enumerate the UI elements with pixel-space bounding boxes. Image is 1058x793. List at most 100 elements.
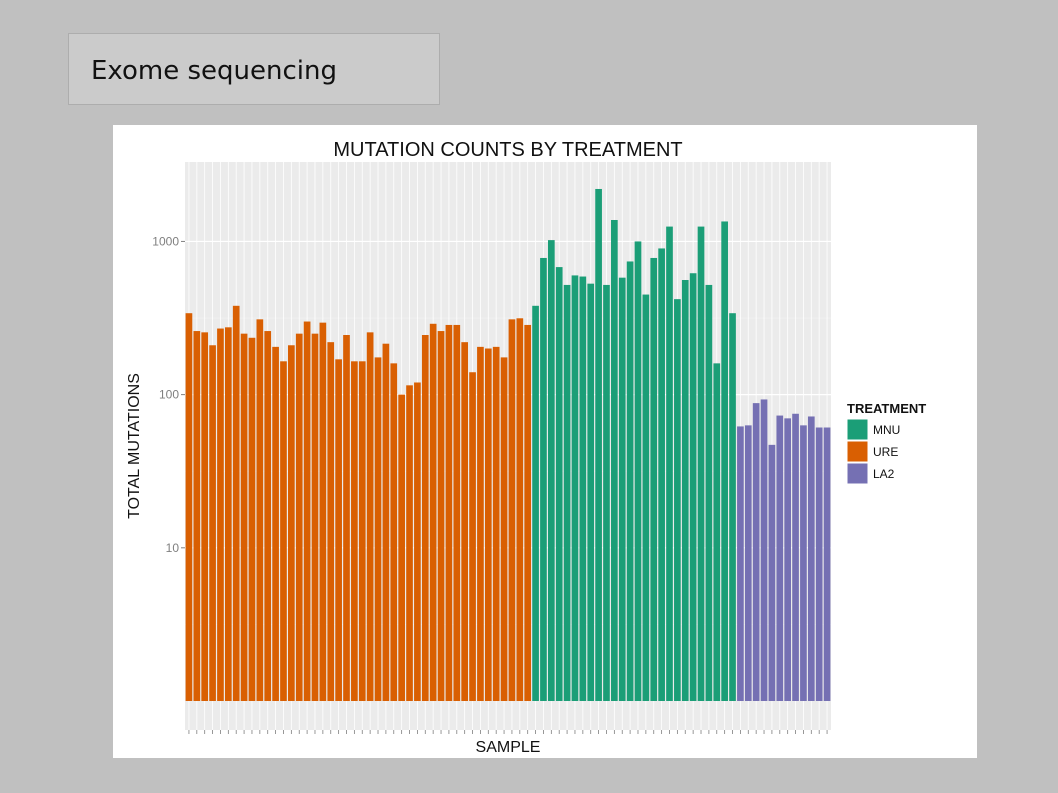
bar xyxy=(595,188,602,702)
bar xyxy=(508,319,516,701)
legend-title: TREATMENT xyxy=(847,401,926,416)
bar xyxy=(815,427,823,701)
bar xyxy=(248,337,256,701)
bar xyxy=(666,226,673,701)
bar xyxy=(579,276,587,701)
bar xyxy=(792,413,799,701)
bar xyxy=(429,323,437,701)
bar xyxy=(823,427,831,701)
legend-label: URE xyxy=(873,445,898,459)
bar xyxy=(760,399,768,701)
bar xyxy=(303,321,311,701)
bar xyxy=(744,425,752,701)
bar xyxy=(587,283,595,701)
bar xyxy=(193,331,201,701)
bar xyxy=(414,382,421,701)
bar xyxy=(445,324,453,701)
legend-swatch xyxy=(846,462,869,485)
chart-title: MUTATION COUNTS BY TREATMENT xyxy=(333,139,682,161)
bar xyxy=(752,403,760,701)
bar xyxy=(185,313,193,701)
bar xyxy=(288,345,295,701)
bar xyxy=(626,261,634,701)
bar xyxy=(524,324,532,701)
bar xyxy=(374,357,382,701)
bar xyxy=(571,275,579,701)
bar xyxy=(406,385,413,701)
bar xyxy=(603,284,610,701)
bar xyxy=(453,324,461,701)
bar xyxy=(201,332,209,701)
bar xyxy=(335,359,342,701)
bar xyxy=(209,345,216,701)
bar xyxy=(461,342,469,701)
bar xyxy=(729,313,736,701)
bar xyxy=(256,319,264,701)
bar xyxy=(737,426,744,701)
bar xyxy=(343,335,350,701)
bar xyxy=(697,226,705,701)
bar xyxy=(768,444,776,701)
bar xyxy=(264,331,272,701)
bar xyxy=(280,361,287,701)
y-tick-label: 100 xyxy=(159,388,179,402)
bar xyxy=(516,318,524,701)
bar xyxy=(327,342,335,701)
legend-swatch xyxy=(846,440,869,463)
bar xyxy=(532,305,539,701)
bar xyxy=(295,333,303,701)
bar xyxy=(224,327,232,701)
y-axis: 10 100 1000 xyxy=(152,234,185,555)
bar xyxy=(232,305,240,701)
bar xyxy=(776,415,784,701)
bar xyxy=(618,277,626,701)
bars xyxy=(185,188,831,702)
x-axis xyxy=(188,730,828,734)
legend: TREATMENT MNU URE LA2 xyxy=(846,401,926,485)
bar xyxy=(469,372,476,701)
bar xyxy=(807,416,815,701)
bar xyxy=(500,357,508,701)
bar xyxy=(382,343,390,701)
bar xyxy=(272,346,279,701)
mutation-chart: MUTATION COUNTS BY TREATMENT 10 100 1000 S… xyxy=(126,139,926,756)
slide-title-box: Exome sequencing xyxy=(68,33,440,105)
chart-panel: MUTATION COUNTS BY TREATMENT 10 100 1000 S… xyxy=(113,125,977,758)
bar xyxy=(540,257,547,701)
bar xyxy=(351,361,358,701)
bar xyxy=(634,241,642,702)
bar xyxy=(784,418,792,701)
bar xyxy=(674,299,681,701)
bar xyxy=(658,248,665,701)
bar xyxy=(484,348,492,701)
bar xyxy=(642,294,650,701)
bar xyxy=(689,273,697,701)
bar xyxy=(555,267,563,701)
bar xyxy=(437,331,445,701)
bar xyxy=(358,361,366,701)
bar xyxy=(477,346,484,701)
y-axis-label: TOTAL MUTATIONS xyxy=(126,373,143,519)
bar xyxy=(398,394,405,701)
legend-label: MNU xyxy=(873,423,900,437)
y-tick-label: 1000 xyxy=(152,234,179,248)
bar xyxy=(705,284,713,701)
bar xyxy=(713,363,721,701)
bar xyxy=(611,220,618,701)
y-tick-label: 10 xyxy=(166,541,180,555)
bar xyxy=(563,284,571,701)
bar xyxy=(721,221,728,701)
x-axis-label: SAMPLE xyxy=(476,739,541,756)
bar xyxy=(681,280,689,701)
bar xyxy=(547,240,555,701)
bar xyxy=(390,363,398,701)
bar xyxy=(240,333,248,701)
bar xyxy=(421,335,429,701)
bar xyxy=(492,346,500,701)
bar xyxy=(366,332,374,701)
bar xyxy=(800,425,807,701)
bar xyxy=(319,322,327,701)
bar xyxy=(650,257,658,701)
legend-label: LA2 xyxy=(873,467,895,481)
legend-swatch xyxy=(846,418,869,441)
